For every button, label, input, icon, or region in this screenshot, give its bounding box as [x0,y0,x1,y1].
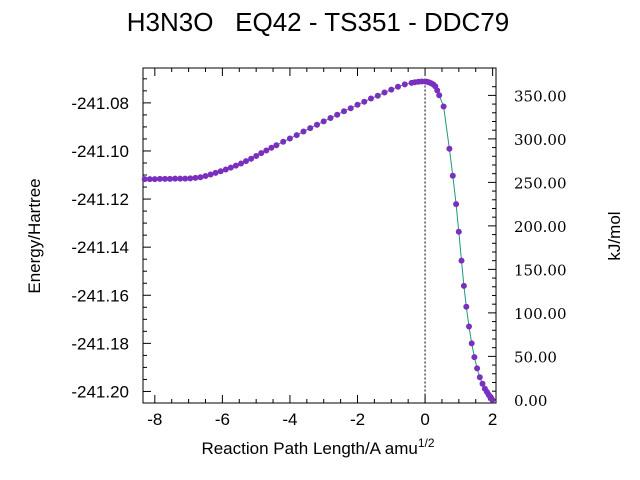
x-tick-label: 0 [420,410,429,429]
data-point [268,144,275,151]
x-tick-label: -6 [215,410,230,429]
y2-tick-label: 250.00 [514,174,567,192]
data-point [354,101,361,108]
y2-tick-label: 350.00 [514,87,567,105]
y2-tick-label: 0.00 [514,392,547,410]
data-point [202,173,209,179]
tick-marks [143,68,496,403]
data-point [212,169,219,176]
data-point [238,160,244,167]
y-tick-label: -241.12 [71,190,129,209]
data-point [474,365,481,372]
chart-title: H3N3O EQ42 - TS351 - DDC79 [127,7,509,37]
data-point [463,303,470,310]
data-point [222,166,229,173]
data-point [172,175,179,182]
data-point [227,164,234,171]
data-point [300,128,307,135]
data-point [293,132,300,139]
data-point [162,175,168,182]
y-tick-label: -241.14 [71,238,129,257]
data-point [156,175,163,182]
y2-tick-label: 100.00 [514,305,567,323]
data-point [177,175,184,182]
data-point [197,174,204,181]
data-point [187,175,194,182]
y-tick-label: -241.16 [71,286,129,305]
data-point [395,83,401,90]
data-point [232,162,239,169]
data-point [320,118,327,125]
data-point [280,138,287,145]
y2-axis-label: kJ/mol [605,211,624,260]
y-tick-label: -241.20 [71,382,129,401]
data-point [314,121,320,128]
x-tick-label: -2 [350,410,365,429]
data-point [307,125,314,132]
data-point [217,168,224,175]
data-point [286,135,293,142]
y2-tick-label: 150.00 [514,261,567,279]
data-point [368,95,374,102]
data-point [458,257,465,264]
data-point [341,108,347,115]
data-point [449,172,456,179]
data-point [455,228,462,235]
data-point [468,340,475,347]
energy-curve-line [144,81,493,401]
y2-tick-label: 50.00 [514,348,557,366]
data-point [471,354,478,361]
data-point [334,111,341,118]
data-point [479,380,486,387]
data-point [263,147,270,154]
data-point [436,92,443,99]
data-point [361,98,368,105]
data-point [466,323,472,330]
data-point [453,201,460,208]
data-point [243,158,249,165]
tick-labels: -8 -6 -4 -2 0 2 -241.08 -241.10 -241.12 -241.14 -2… [71,87,566,429]
data-point [374,92,381,99]
data-point [446,145,453,152]
x-tick-label: -4 [282,410,297,429]
data-point [476,374,483,381]
y-axis-label: Energy/Hartree [25,178,44,293]
y2-tick-label: 200.00 [514,218,567,236]
x-tick-label: 2 [488,410,497,429]
data-points [141,78,496,403]
x-axis-label: Reaction Path Length/A amu1/2 [201,436,434,458]
data-point [182,175,189,182]
data-point [258,150,265,157]
data-point [192,174,199,181]
y-tick-label: -241.08 [71,94,129,113]
data-point [460,282,467,289]
data-point [146,176,153,183]
plot-area-frame [142,67,497,404]
data-point [489,396,496,403]
data-point [141,176,148,183]
data-point [388,86,395,93]
data-point [347,105,354,112]
data-point [167,175,173,182]
data-point [207,171,214,178]
data-point [253,153,260,159]
data-point [440,103,447,110]
data-point [381,89,388,96]
x-axis-label-superscript: 1/2 [418,436,435,450]
y-tick-label: -241.10 [71,142,129,161]
data-point [151,176,158,183]
data-point [401,81,408,88]
data-point [327,115,334,121]
x-tick-label: -8 [147,410,162,429]
data-point [273,142,280,149]
data-point [248,155,255,162]
y-tick-label: -241.18 [71,334,129,353]
y2-tick-label: 300.00 [514,131,567,149]
data-point [434,87,441,94]
